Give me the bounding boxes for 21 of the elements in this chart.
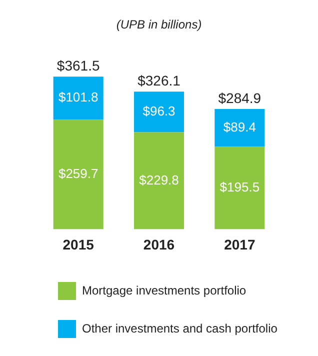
- bar: [53, 120, 104, 230]
- bar: [214, 146, 265, 230]
- bar: [134, 132, 184, 230]
- x-tick-label: 2015: [62, 236, 94, 252]
- bar: [214, 108, 265, 147]
- x-tick-label: 2017: [224, 236, 256, 252]
- total-label: $284.9: [218, 90, 262, 106]
- data-label: $195.5: [220, 180, 260, 195]
- data-label: $101.8: [58, 90, 98, 105]
- chart-subtitle: (UPB in billions): [116, 18, 202, 32]
- legend-label: Mortgage investments portfolio: [82, 283, 246, 298]
- bar: [134, 92, 184, 132]
- total-label: $326.1: [138, 72, 181, 88]
- bar: [53, 76, 104, 120]
- total-label: $361.5: [56, 58, 100, 74]
- data-label: $229.8: [139, 172, 179, 188]
- data-label: $259.7: [58, 166, 98, 181]
- legend-label: Other investments and cash portfolio: [82, 321, 278, 336]
- data-label: $89.4: [223, 119, 256, 134]
- data-label: $96.3: [142, 103, 176, 118]
- x-tick-label: 2016: [143, 236, 175, 252]
